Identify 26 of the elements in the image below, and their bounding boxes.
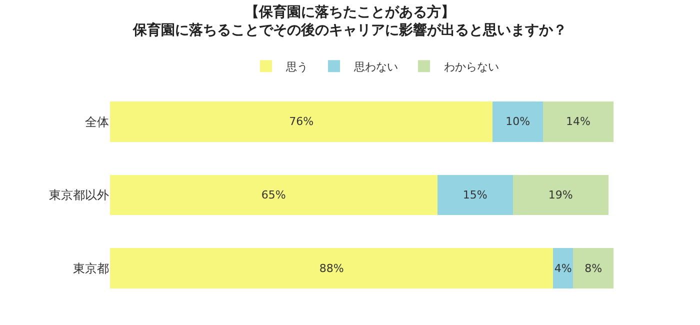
y-tick-label: 東京都 <box>73 262 109 276</box>
bar <box>553 248 574 288</box>
legend-label: 思う <box>285 60 308 74</box>
data-label: 10% <box>506 115 530 128</box>
bar <box>492 102 544 142</box>
bar <box>110 248 554 288</box>
data-label: 15% <box>462 188 488 202</box>
bar <box>437 174 513 216</box>
bar <box>543 102 614 142</box>
data-label: 76% <box>289 115 314 128</box>
chart-subtitle: 保育園に落ちることでその後のキャリアに影響が出ると思いますか？ <box>132 21 567 38</box>
chart-title: 【保育園に落ちたことがある方】 <box>245 3 455 20</box>
data-label: 65% <box>261 188 286 202</box>
data-label: 88% <box>319 262 344 275</box>
bar <box>573 248 614 288</box>
bar <box>110 102 493 142</box>
y-tick-label: 全体 <box>85 114 109 129</box>
bar <box>110 174 438 216</box>
legend-label: 思わない <box>353 60 398 74</box>
y-tick-label: 東京都以外 <box>49 188 109 202</box>
legend-label: わからない <box>444 60 499 74</box>
data-label: 8% <box>584 262 602 275</box>
data-label: 14% <box>566 115 590 128</box>
data-label: 19% <box>548 188 573 202</box>
bar <box>512 174 608 216</box>
data-label: 4% <box>554 262 572 275</box>
